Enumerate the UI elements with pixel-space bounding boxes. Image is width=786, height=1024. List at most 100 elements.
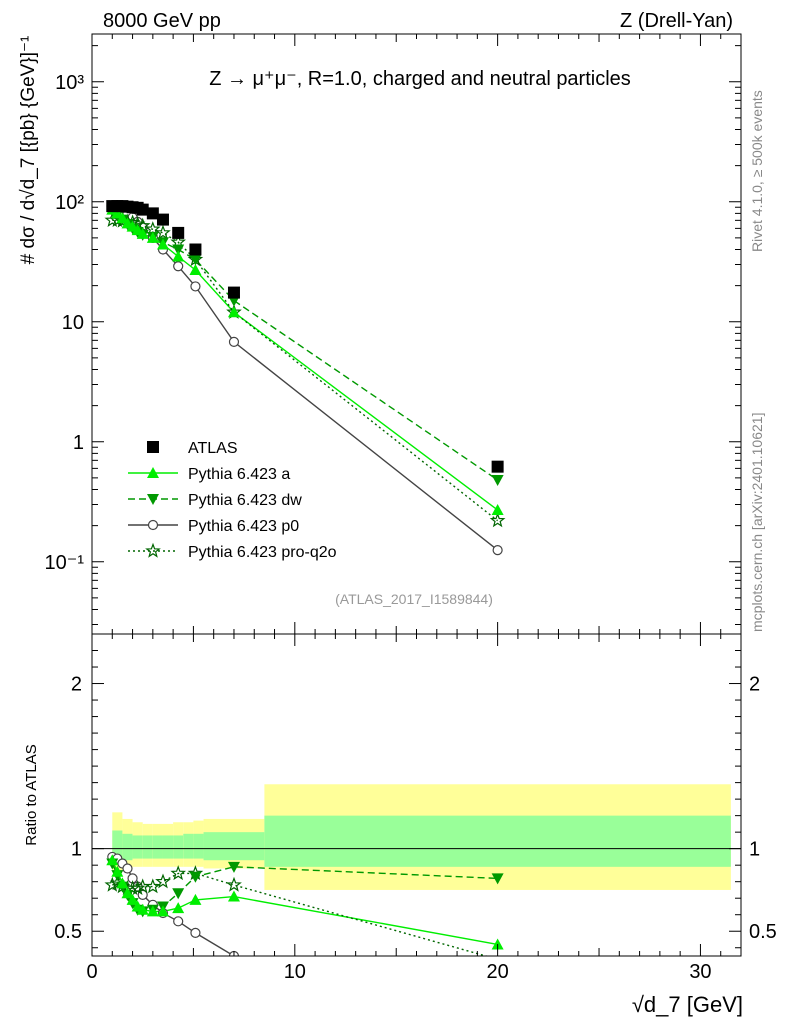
legend-label-a: Pythia 6.423 a	[188, 466, 290, 483]
data-point-pythia-a	[116, 877, 129, 889]
data-point-pythia-pro-q2o	[129, 880, 146, 896]
ratio-y-tick-label: 0.5	[54, 921, 82, 943]
data-point-pythia-a	[227, 890, 240, 902]
legend-label-p0: Pythia 6.423 p0	[188, 518, 299, 535]
rivet-label: Rivet 4.1.0, ≥ 500k events	[749, 90, 765, 252]
uncertainty-band-inner	[142, 835, 153, 859]
data-point-pythia-p0	[190, 281, 201, 292]
series-line-p0	[112, 207, 499, 551]
data-point-pythia-pro-q2o	[145, 542, 161, 558]
data-point-atlas	[227, 286, 240, 299]
data-point-pythia-a	[189, 263, 202, 275]
ratio-y-tick-label-right: 2	[749, 674, 760, 696]
main-ylabel: # dσ / d√d_7 [{pb} {GeV}]⁻¹	[18, 36, 39, 265]
uncertainty-band-inner	[264, 815, 731, 867]
uncertainty-band-inner	[112, 830, 123, 862]
y-tick-label: 10⁻¹	[45, 552, 85, 574]
y-tick-label: 10³	[55, 72, 84, 94]
data-point-pythia-a	[146, 231, 159, 243]
y-tick-label: 1	[73, 432, 84, 454]
data-point-pythia-dw	[491, 873, 504, 885]
data-point-pythia-p0	[147, 519, 159, 531]
data-point-pythia-p0	[492, 545, 503, 556]
data-point-pythia-pro-q2o	[104, 876, 121, 892]
data-point-pythia-a	[227, 306, 240, 318]
data-point-pythia-a	[111, 865, 124, 877]
data-point-pythia-a	[146, 905, 159, 917]
mcplots-label: mcplots.cern.ch [arXiv:2401.10621]	[749, 413, 765, 632]
data-point-pythia-p0	[190, 927, 201, 938]
header-left: 8000 GeV pp	[103, 10, 221, 32]
data-point-pythia-pro-q2o	[155, 873, 171, 889]
ratio-ylabel: Ratio to ATLAS	[23, 744, 40, 845]
data-point-atlas	[172, 226, 185, 239]
data-point-pythia-a	[136, 227, 149, 239]
legend-label-dw: Pythia 6.423 dw	[188, 492, 302, 509]
data-point-atlas	[491, 460, 504, 473]
uncertainty-band-inner	[122, 833, 133, 861]
data-point-pythia-p0	[173, 261, 184, 272]
data-point-pythia-a	[106, 854, 119, 866]
data-point-atlas	[146, 207, 159, 220]
data-point-pythia-a	[189, 893, 202, 905]
data-point-pythia-a	[491, 503, 504, 515]
data-point-pythia-dw	[147, 494, 159, 505]
data-point-pythia-pro-q2o	[226, 876, 242, 892]
uncertainty-band-inner	[193, 833, 204, 859]
data-point-pythia-pro-q2o	[170, 865, 187, 881]
data-point-pythia-a	[111, 207, 124, 219]
series-line-a	[111, 209, 499, 511]
data-point-pythia-pro-q2o	[145, 878, 161, 894]
uncertainty-band-inner	[132, 835, 143, 859]
x-tick-label: 0	[86, 961, 97, 983]
ratio-y-tick-label: 2	[71, 674, 82, 696]
data-point-pythia-a	[126, 893, 139, 905]
data-point-pythia-pro-q2o	[155, 224, 171, 240]
legend-label-data: ATLAS	[188, 440, 238, 457]
uncertainty-band-inner	[152, 835, 163, 859]
data-point-atlas	[147, 441, 159, 453]
data-point-pythia-dw	[189, 254, 202, 266]
data-point-pythia-p0	[228, 336, 240, 347]
uncertainty-band-inner	[162, 835, 174, 859]
data-point-atlas	[189, 243, 202, 256]
data-point-pythia-p0	[122, 863, 133, 874]
x-tick-label: 10	[284, 961, 306, 983]
data-point-pythia-p0	[173, 916, 184, 927]
uncertainty-band-inner	[183, 833, 194, 859]
data-point-pythia-a	[136, 903, 149, 915]
main-title: Z → μ⁺μ⁻, R=1.0, charged and neutral par…	[209, 68, 631, 90]
data-point-pythia-dw	[172, 888, 185, 900]
data-point-pythia-a	[156, 905, 169, 917]
uncertainty-band-inner	[173, 835, 184, 859]
data-point-pythia-dw	[491, 475, 504, 487]
data-point-pythia-a	[147, 467, 159, 478]
legend: ATLAS Pythia 6.423 a Pythia 6.423 dw Pythia…	[128, 440, 337, 561]
x-axis-label: √d_7 [GeV]	[632, 992, 743, 1017]
data-point-pythia-pro-q2o	[489, 512, 506, 528]
main-watermark: (ATLAS_2017_I1589844)	[335, 591, 493, 607]
y-tick-label: 10	[62, 312, 84, 334]
ratio-y-tick-label: 1	[71, 839, 82, 861]
data-point-atlas	[156, 213, 169, 226]
ratio-panel: 0.5 0.51 12 20 10 20 30 Ratio to ATLAS √d_7 [G…	[23, 633, 777, 1017]
data-point-atlas	[136, 203, 149, 216]
data-point-pythia-a	[116, 212, 129, 224]
ratio-frame	[91, 633, 742, 957]
data-point-pythia-dw	[172, 244, 185, 256]
series-line-pro	[112, 219, 499, 522]
ratio-y-tick-label-right: 1	[749, 839, 760, 861]
data-point-pythia-a	[172, 902, 185, 914]
data-point-pythia-a	[121, 887, 134, 899]
x-tick-label: 30	[689, 961, 711, 983]
main-panel: 10⁻¹ 1 10 10² 10³ Z → μ⁺μ⁻, R=1.0, charged a…	[18, 33, 742, 635]
legend-label-pro: Pythia 6.423 pro-q2o	[188, 544, 337, 561]
data-point-pythia-a	[172, 250, 185, 262]
uncertainty-band-inner	[203, 832, 265, 861]
data-point-pythia-a	[491, 938, 504, 950]
series-line-dw	[111, 210, 498, 481]
ratio-y-tick-label-right: 0.5	[749, 921, 777, 943]
x-tick-label: 20	[487, 961, 509, 983]
data-point-pythia-dw	[227, 861, 240, 873]
